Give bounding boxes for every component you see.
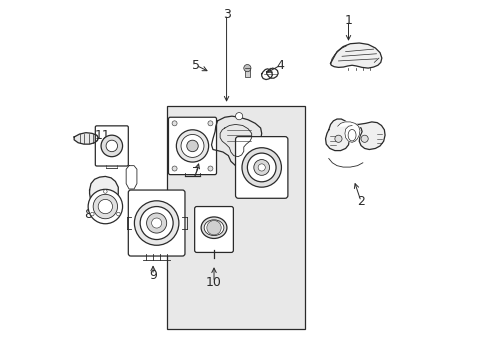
Bar bbox=[244, 68, 249, 77]
Circle shape bbox=[258, 164, 265, 171]
Text: 10: 10 bbox=[205, 276, 222, 289]
Circle shape bbox=[98, 199, 112, 214]
Text: 8: 8 bbox=[84, 208, 92, 221]
Text: 9: 9 bbox=[149, 269, 157, 282]
Polygon shape bbox=[325, 119, 384, 150]
Circle shape bbox=[88, 189, 122, 224]
FancyBboxPatch shape bbox=[128, 190, 184, 256]
FancyBboxPatch shape bbox=[194, 207, 233, 252]
Circle shape bbox=[106, 140, 117, 152]
Circle shape bbox=[181, 134, 203, 157]
Circle shape bbox=[244, 64, 250, 72]
Polygon shape bbox=[89, 176, 118, 208]
Circle shape bbox=[206, 221, 221, 235]
Circle shape bbox=[360, 135, 367, 142]
Circle shape bbox=[172, 121, 177, 126]
Circle shape bbox=[151, 218, 162, 228]
Circle shape bbox=[186, 140, 198, 152]
Circle shape bbox=[334, 135, 341, 142]
Circle shape bbox=[172, 166, 177, 171]
Circle shape bbox=[116, 212, 120, 216]
Polygon shape bbox=[74, 133, 98, 144]
FancyBboxPatch shape bbox=[235, 136, 287, 198]
Circle shape bbox=[93, 194, 117, 219]
Text: 7: 7 bbox=[192, 166, 200, 179]
Text: 6: 6 bbox=[264, 150, 271, 163]
Circle shape bbox=[207, 166, 212, 171]
Circle shape bbox=[207, 121, 212, 126]
Text: 1: 1 bbox=[344, 14, 352, 27]
Polygon shape bbox=[337, 122, 359, 142]
Circle shape bbox=[253, 159, 269, 175]
Circle shape bbox=[101, 135, 122, 157]
Text: 11: 11 bbox=[95, 129, 110, 142]
Text: 5: 5 bbox=[192, 59, 200, 72]
Bar bbox=[167, 107, 305, 329]
Circle shape bbox=[235, 113, 242, 120]
Ellipse shape bbox=[201, 217, 226, 238]
Circle shape bbox=[103, 190, 107, 193]
Ellipse shape bbox=[203, 220, 224, 235]
Circle shape bbox=[134, 201, 179, 245]
Ellipse shape bbox=[347, 130, 355, 141]
Text: 3: 3 bbox=[222, 8, 230, 21]
FancyBboxPatch shape bbox=[95, 126, 128, 166]
Text: 2: 2 bbox=[356, 195, 364, 208]
Circle shape bbox=[90, 212, 94, 216]
Circle shape bbox=[242, 148, 281, 187]
Circle shape bbox=[247, 153, 276, 182]
Text: 4: 4 bbox=[276, 59, 284, 72]
Circle shape bbox=[176, 130, 208, 162]
FancyBboxPatch shape bbox=[168, 117, 216, 175]
Circle shape bbox=[140, 207, 173, 239]
Polygon shape bbox=[330, 43, 381, 68]
Circle shape bbox=[146, 213, 166, 233]
